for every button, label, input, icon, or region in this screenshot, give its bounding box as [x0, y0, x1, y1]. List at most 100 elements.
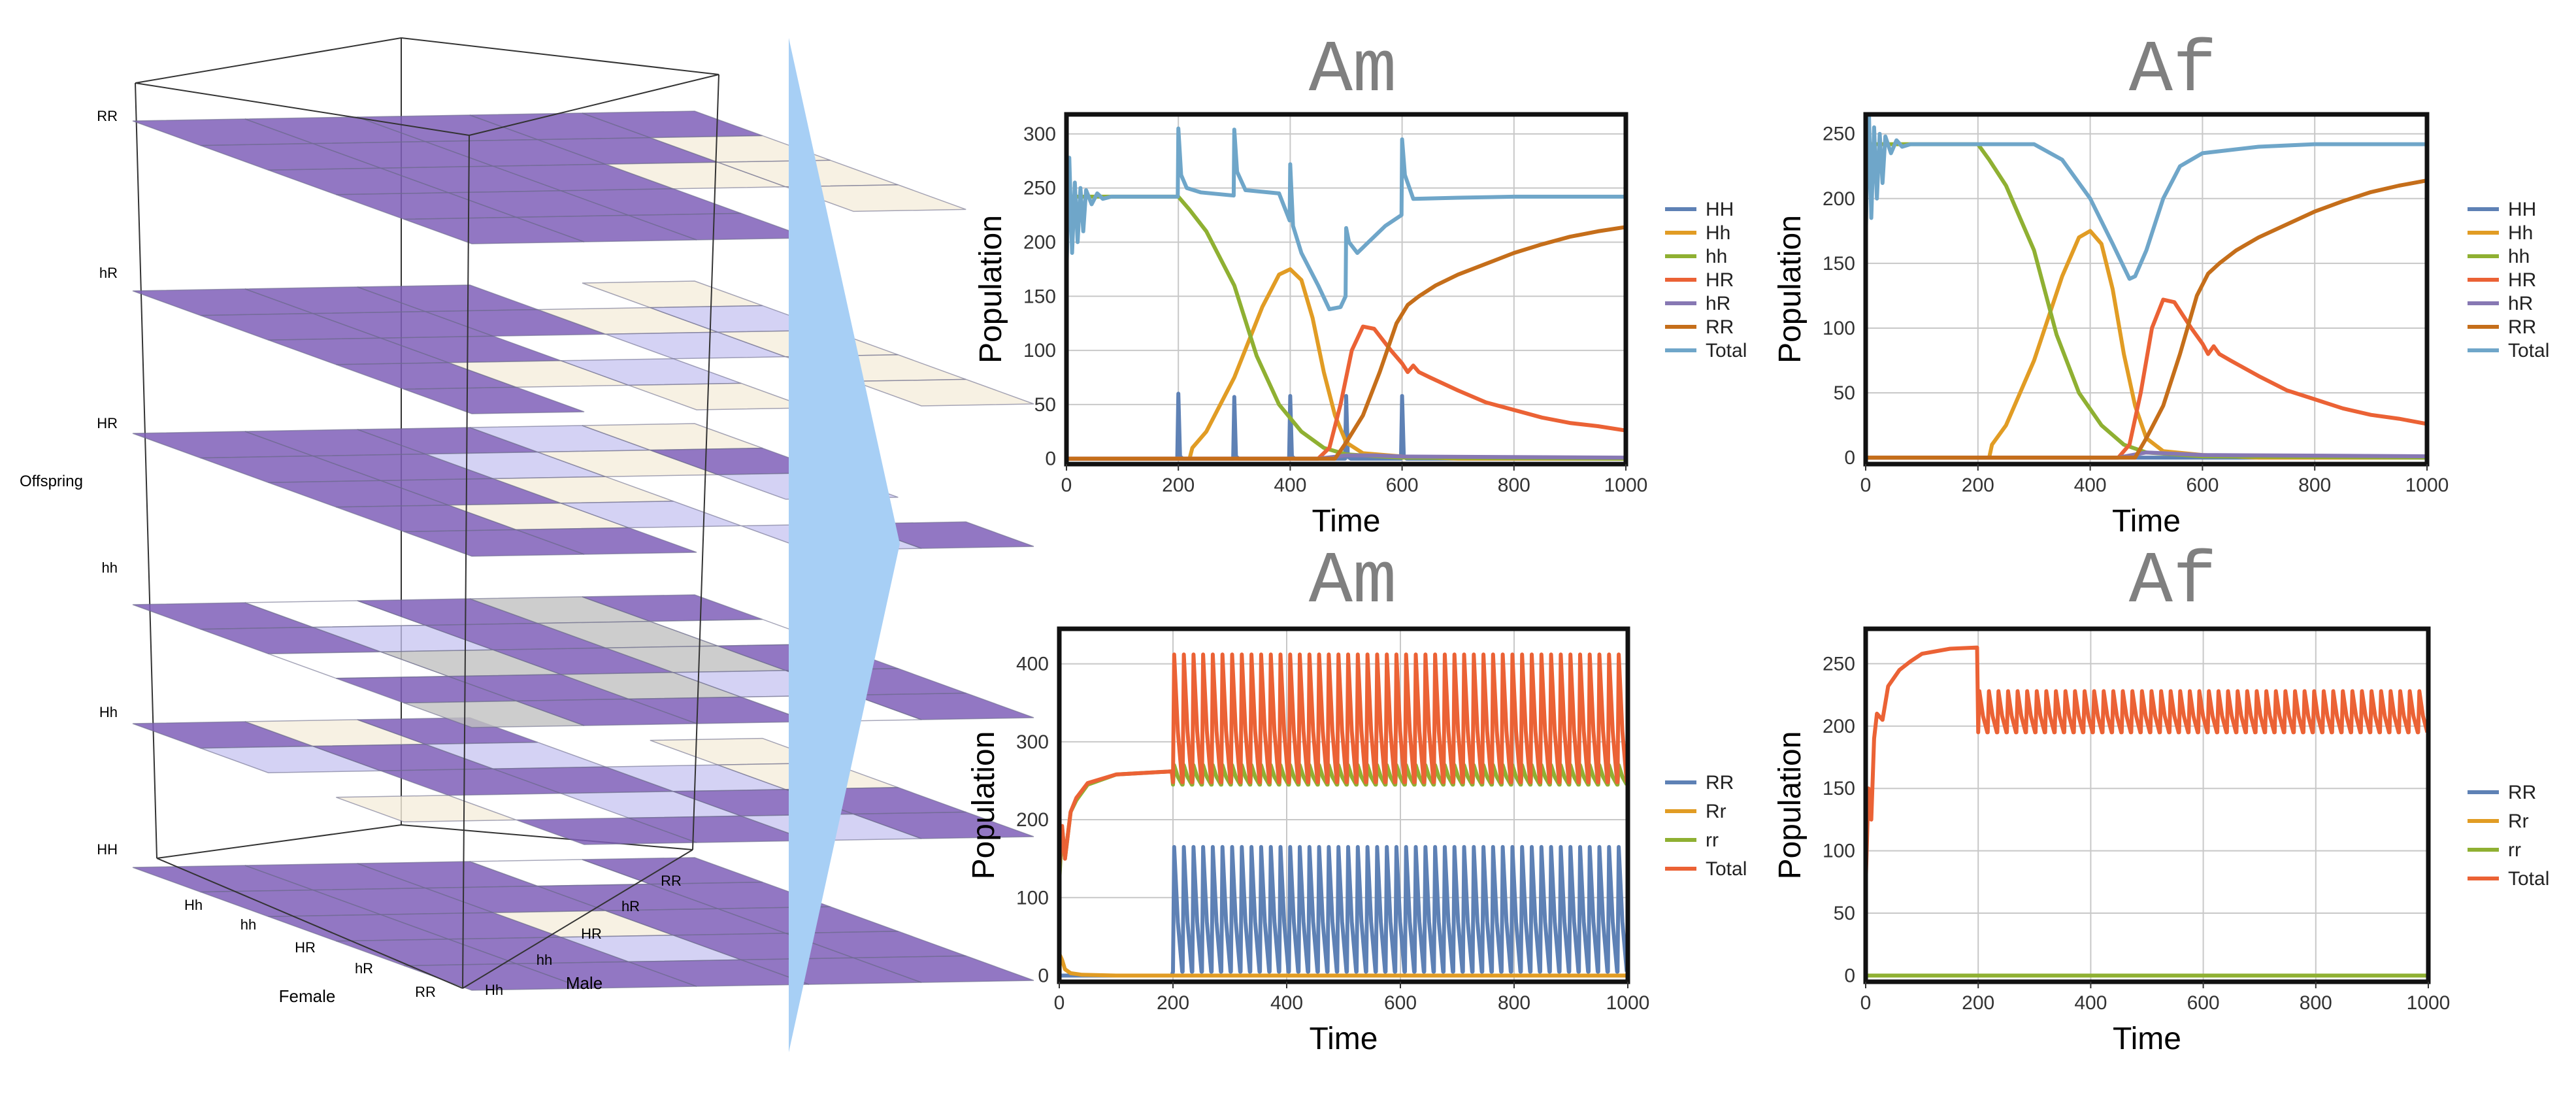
legend-label-RR: RR	[1706, 316, 1734, 338]
plot-area	[1866, 114, 2427, 464]
series-group	[1866, 645, 2428, 978]
chart-title: Am	[1309, 29, 1396, 112]
y-tick-label: 0	[1038, 965, 1049, 986]
cube-edge	[401, 37, 719, 75]
series-group	[1066, 126, 1626, 461]
x-tick-label: 800	[1498, 475, 1530, 496]
x-tick-label: 1000	[1606, 992, 1650, 1014]
layer-cell	[336, 795, 517, 823]
legend-label-HR: HR	[1706, 269, 1734, 291]
x-axis-label: Time	[1312, 504, 1381, 539]
plot-frame	[1064, 112, 1628, 467]
cube-edge	[462, 849, 693, 989]
female-axis-label: Female	[279, 986, 336, 1006]
legend-label-Rr: Rr	[1706, 801, 1726, 822]
layer-cell	[853, 692, 1034, 720]
legend-label-Total: Total	[2508, 868, 2549, 890]
x-tick-label: 200	[1962, 475, 1994, 496]
male-axis-label: Male	[566, 973, 603, 993]
x-tick-label: 1000	[2405, 475, 2449, 496]
y-tick-label: 100	[1016, 887, 1049, 909]
layer-cell	[628, 382, 810, 410]
y-tick-label: 250	[1023, 178, 1056, 199]
y-axis-label: Population	[1773, 215, 1808, 363]
x-axis-label: Time	[1310, 1022, 1378, 1056]
y-tick-label: 0	[1844, 965, 1855, 986]
x-tick-label: 200	[1162, 475, 1195, 496]
legend-label-HH: HH	[1706, 199, 1734, 220]
plot-frame	[1863, 626, 2431, 984]
x-tick-label: 0	[1061, 475, 1072, 496]
layer-cell	[853, 955, 1034, 983]
x-tick-label: 1000	[1604, 475, 1648, 496]
y-tick-label: 50	[1034, 394, 1056, 416]
x-tick-label: 200	[1962, 992, 1994, 1014]
x-tick-label: 1000	[2407, 992, 2451, 1014]
x-axis-label: Time	[2113, 1022, 2181, 1056]
series-line-HR	[1866, 297, 2427, 460]
chart-1: Af 0 200 400 600 800 1000 0 50 100 150 200 250 Time Po…	[1773, 29, 2549, 539]
legend-label-Hh: Hh	[2508, 222, 2533, 244]
y-tick-label: 250	[1823, 653, 1855, 675]
y-axis-label: Population	[966, 731, 1001, 880]
y-tick-label: 150	[1823, 253, 1855, 275]
chart-title: Af	[2129, 29, 2217, 112]
cube-edge	[135, 37, 402, 84]
legend-label-hR: hR	[2508, 293, 2533, 314]
female-tick-label: HR	[295, 939, 316, 956]
cube-edge	[156, 824, 402, 859]
legend-label-Total: Total	[1706, 340, 1747, 361]
y-tick-label: 200	[1023, 231, 1056, 253]
cube-edge	[469, 74, 719, 136]
y-tick-label: 50	[1834, 382, 1855, 404]
layer-cell	[516, 527, 697, 555]
chart-title: Af	[2129, 541, 2217, 624]
layer-cell	[853, 811, 1034, 839]
male-tick-label: Hh	[485, 982, 503, 998]
layer-cell	[785, 184, 966, 212]
legend-label-hR: hR	[1706, 293, 1730, 314]
x-tick-label: 600	[1384, 992, 1417, 1014]
male-tick-label: RR	[661, 873, 682, 889]
cube-edge	[462, 135, 470, 989]
plot-frame	[1057, 626, 1630, 984]
x-tick-label: 400	[2074, 992, 2107, 1014]
arrow-shape	[789, 38, 900, 1052]
legend-label-rr: rr	[1706, 829, 1719, 851]
series-line-RR	[1866, 178, 2427, 460]
series-line-HR	[1066, 324, 1626, 461]
y-tick-label: 200	[1823, 188, 1855, 210]
y-tick-label: 150	[1823, 778, 1855, 799]
chart-0: Am 0 200 400 600 800 1000 0 50 100 150 200 250 300 Tim…	[974, 29, 1747, 539]
legend-label-HH: HH	[2508, 199, 2536, 220]
legend-label-RR: RR	[1706, 772, 1734, 794]
plot-frame	[1863, 112, 2430, 467]
legend-label-Hh: Hh	[1706, 222, 1730, 244]
y-axis-label: Population	[974, 215, 1008, 363]
series-line-Rr	[1059, 952, 1628, 978]
offspring-layer-label: RR	[97, 108, 118, 124]
series-line-Total	[1866, 645, 2428, 886]
female-tick-label: Hh	[184, 897, 203, 913]
female-tick-label: hh	[240, 916, 256, 933]
layer-cell	[853, 378, 1034, 407]
offspring-layer-label: hh	[102, 560, 118, 576]
offspring-layer-label: Hh	[99, 704, 118, 720]
series-line-RR	[1059, 845, 1628, 978]
legend-label-Total: Total	[2508, 340, 2549, 361]
charts-panel: Am0 200 400 600 800 1000050100150200250300Tim…	[966, 29, 2549, 1056]
x-tick-label: 800	[2300, 992, 2332, 1014]
cube-edge	[135, 82, 157, 859]
x-tick-label: 600	[2187, 992, 2220, 1014]
cube-edge	[135, 82, 470, 136]
series-line-RR	[1066, 225, 1626, 461]
x-tick-label: 200	[1157, 992, 1189, 1014]
x-tick-label: 600	[1386, 475, 1419, 496]
legend-label-hh: hh	[1706, 246, 1727, 267]
legend-label-RR: RR	[2508, 782, 2536, 803]
cube-edge	[692, 74, 719, 850]
x-tick-label: 0	[1054, 992, 1065, 1014]
x-tick-label: 800	[1498, 992, 1530, 1014]
legend-label-Total: Total	[1706, 858, 1747, 880]
legend-label-Rr: Rr	[2508, 811, 2529, 832]
